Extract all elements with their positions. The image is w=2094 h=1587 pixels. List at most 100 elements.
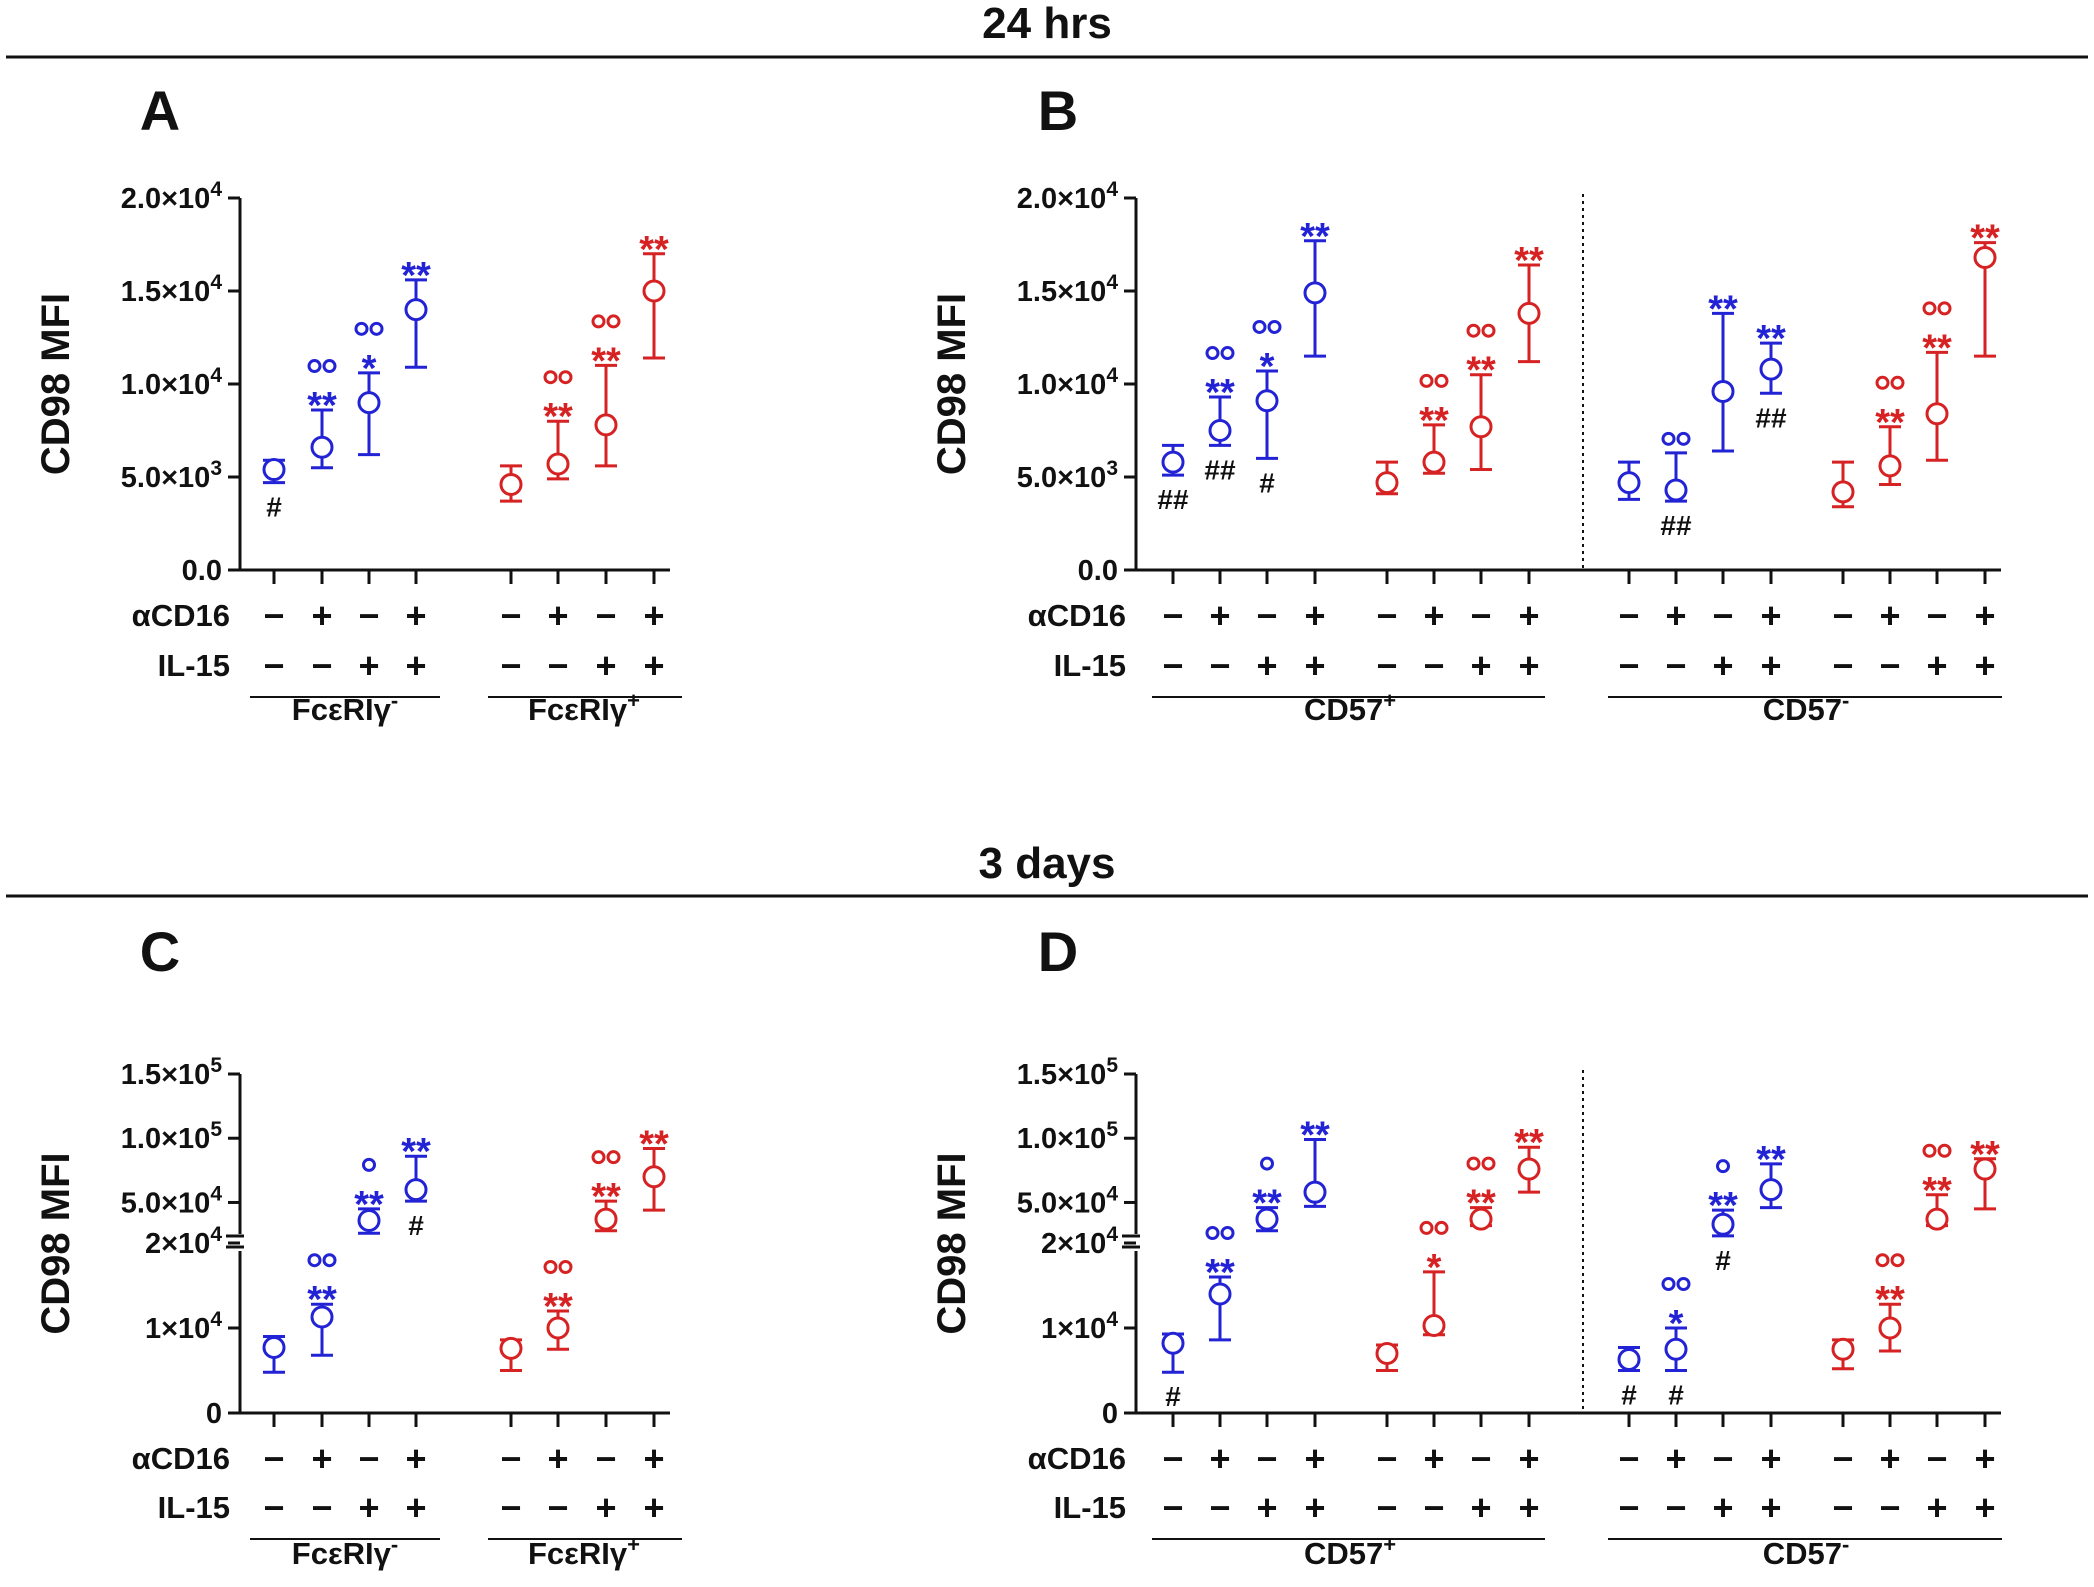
il15-sign: − bbox=[1832, 1487, 1853, 1528]
significance-circle bbox=[1937, 301, 1952, 316]
acd16-sign: − bbox=[500, 1438, 521, 1479]
il15-sign: − bbox=[1879, 645, 1900, 686]
significance-circle bbox=[1890, 375, 1905, 390]
significance-stars: ** bbox=[1205, 1252, 1235, 1294]
acd16-sign: − bbox=[358, 1438, 379, 1479]
subset-label: CD57+ bbox=[1304, 688, 1396, 727]
il15-sign: + bbox=[1926, 645, 1947, 686]
significance-circle bbox=[1922, 301, 1937, 316]
data-point bbox=[1517, 301, 1541, 325]
significance-circle bbox=[1260, 1156, 1274, 1171]
data-point bbox=[546, 1316, 570, 1340]
significance-circle bbox=[1676, 1277, 1691, 1291]
data-point bbox=[1925, 402, 1949, 426]
data-point bbox=[404, 1178, 428, 1202]
significance-circle bbox=[591, 314, 606, 329]
row-label-il15: IL-15 bbox=[1054, 648, 1126, 683]
acd16-sign: + bbox=[1304, 595, 1325, 636]
data-point bbox=[1878, 454, 1902, 478]
data-point bbox=[1759, 1178, 1783, 1202]
data-point bbox=[1255, 389, 1279, 413]
significance-circle bbox=[1937, 1143, 1952, 1158]
acd16-sign: + bbox=[1304, 1438, 1325, 1479]
significance-stars: ** bbox=[1514, 1122, 1544, 1164]
y-tick-label: 5.0×104 bbox=[121, 1182, 223, 1219]
data-point bbox=[1255, 1207, 1279, 1231]
acd16-sign: − bbox=[1470, 595, 1491, 636]
significance-stars: ** bbox=[639, 1124, 669, 1166]
significance-circle bbox=[1419, 1220, 1434, 1235]
y-axis-title: CD98 MFI bbox=[34, 1152, 78, 1334]
y-axis: 0.0 5.0×103 1.0×104 1.5×104 2.0×104 CD98 MFI bbox=[930, 178, 2001, 587]
significance-stars: ** bbox=[1875, 1279, 1905, 1321]
series-red-2: ***** bbox=[1375, 1122, 1544, 1372]
il15-sign: − bbox=[1832, 645, 1853, 686]
il15-sign: + bbox=[1470, 1487, 1491, 1528]
acd16-sign: + bbox=[1665, 595, 1686, 636]
significance-circle bbox=[307, 359, 322, 374]
data-point bbox=[594, 1207, 618, 1231]
acd16-sign: − bbox=[1926, 595, 1947, 636]
significance-hash: ## bbox=[1660, 510, 1692, 541]
significance-circle bbox=[1434, 373, 1449, 388]
acd16-sign: + bbox=[405, 1438, 426, 1479]
significance-hash: # bbox=[1165, 1381, 1181, 1412]
data-point bbox=[499, 1336, 523, 1360]
significance-stars: ** bbox=[1708, 1185, 1738, 1227]
il15-sign: + bbox=[595, 1487, 616, 1528]
data-point bbox=[1303, 1180, 1327, 1204]
section-title-3days: 3 days bbox=[979, 839, 1116, 888]
series-blue-3: ## ** ** ## bbox=[1617, 288, 1787, 541]
significance-hash: # bbox=[1715, 1245, 1731, 1276]
il15-sign: − bbox=[311, 1487, 332, 1528]
group-label: FcεRIγ+ bbox=[528, 688, 640, 727]
acd16-sign: − bbox=[1832, 595, 1853, 636]
acd16-sign: − bbox=[1470, 1438, 1491, 1479]
il15-sign: − bbox=[311, 645, 332, 686]
significance-circle bbox=[1716, 1159, 1730, 1174]
significance-stars: * bbox=[1260, 346, 1275, 388]
acd16-sign: + bbox=[1209, 595, 1230, 636]
significance-stars: ** bbox=[591, 340, 621, 382]
significance-circle bbox=[1875, 1253, 1890, 1268]
panel-letter-c: C bbox=[140, 920, 180, 983]
il15-sign: + bbox=[1256, 1487, 1277, 1528]
row-label-il15: IL-15 bbox=[158, 1490, 230, 1525]
data-point bbox=[1759, 357, 1783, 381]
y-tick-label: 2.0×104 bbox=[121, 178, 223, 215]
significance-hash: ## bbox=[1157, 484, 1189, 515]
acd16-sign: − bbox=[1618, 595, 1639, 636]
significance-hash: # bbox=[1668, 1380, 1684, 1411]
significance-hash: # bbox=[1621, 1380, 1637, 1411]
significance-stars: ** bbox=[1419, 400, 1449, 442]
group-label: FcεRIγ- bbox=[292, 688, 398, 727]
significance-circle bbox=[1922, 1143, 1937, 1158]
acd16-sign: + bbox=[643, 1438, 664, 1479]
data-point bbox=[1375, 1342, 1399, 1365]
significance-circle bbox=[1481, 323, 1496, 338]
acd16-sign: − bbox=[595, 595, 616, 636]
significance-stars: ** bbox=[543, 396, 573, 438]
acd16-sign: + bbox=[1665, 1438, 1686, 1479]
y-axis-title: CD98 MFI bbox=[930, 293, 974, 475]
subset-label: CD57- bbox=[1763, 688, 1850, 727]
significance-circle bbox=[1419, 373, 1434, 388]
significance-stars: ** bbox=[1970, 1134, 2000, 1176]
il15-sign: − bbox=[1665, 645, 1686, 686]
il15-sign: − bbox=[1162, 1487, 1183, 1528]
y-tick-label: 1.5×105 bbox=[121, 1054, 223, 1091]
significance-circle bbox=[1466, 1156, 1481, 1171]
data-point bbox=[1469, 1207, 1493, 1231]
significance-circle bbox=[1205, 1226, 1220, 1240]
row-label-il15: IL-15 bbox=[158, 648, 230, 683]
data-point bbox=[1208, 1282, 1232, 1306]
y-tick-label: 1×104 bbox=[145, 1308, 222, 1345]
il15-sign: + bbox=[1470, 645, 1491, 686]
significance-circle bbox=[1220, 1226, 1235, 1240]
acd16-sign: + bbox=[1760, 1438, 1781, 1479]
data-point bbox=[1422, 1313, 1446, 1337]
acd16-sign: − bbox=[1256, 1438, 1277, 1479]
acd16-sign: + bbox=[1518, 1438, 1539, 1479]
significance-stars: ** bbox=[1252, 1183, 1282, 1225]
